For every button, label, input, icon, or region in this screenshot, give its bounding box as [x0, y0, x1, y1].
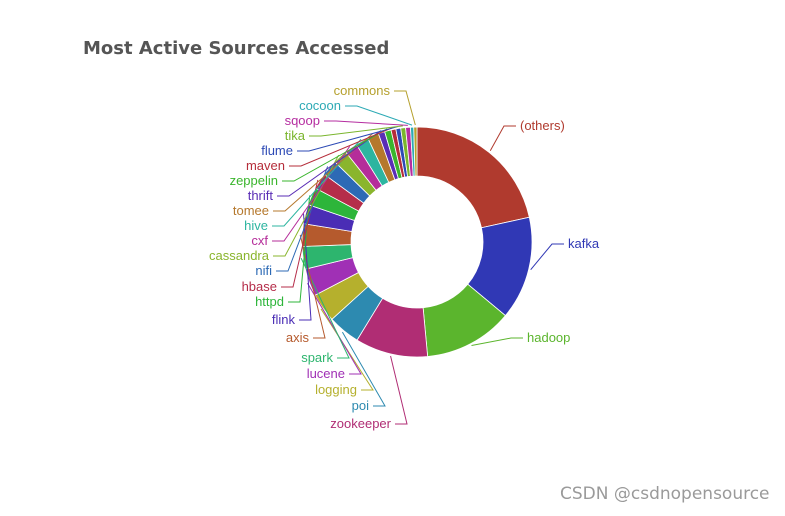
- slice-label-poi: poi: [352, 398, 369, 413]
- slice-label-cxf: cxf: [251, 233, 268, 248]
- slice-label-httpd: httpd: [255, 294, 284, 309]
- slice-label-maven: maven: [246, 158, 285, 173]
- leader-line-flume: [297, 126, 399, 152]
- leader-line-hadoop: [471, 337, 523, 347]
- slice-label-logging: logging: [315, 382, 357, 397]
- leader-line-kafka: [530, 243, 564, 270]
- leader-line-thrift: [277, 130, 382, 197]
- leader-line-others: [489, 125, 516, 152]
- slice-label-kafka: kafka: [568, 236, 600, 251]
- leader-line-zeppelin: [282, 128, 388, 182]
- slice-label-cassandra: cassandra: [209, 248, 270, 263]
- slice-commons[interactable]: [413, 126, 418, 177]
- chart-title: Most Active Sources Accessed: [83, 38, 390, 59]
- leader-line-poi: [342, 331, 386, 407]
- slice-label-nifi: nifi: [255, 263, 272, 278]
- slice-label-thrift: thrift: [248, 188, 274, 203]
- slice-label-commons: commons: [334, 83, 391, 98]
- slice-label-axis: axis: [286, 330, 310, 345]
- slice-label-flume: flume: [261, 143, 293, 158]
- watermark-text: CSDN @csdnopensource: [560, 484, 770, 504]
- slice-label-others: (others): [520, 118, 565, 133]
- leader-line-spark: [300, 257, 350, 359]
- slice-label-zeppelin: zeppelin: [230, 173, 278, 188]
- slice-label-hbase: hbase: [242, 279, 277, 294]
- slice-label-tomee: tomee: [233, 203, 269, 218]
- leader-line-tika: [309, 125, 403, 137]
- slice-label-flink: flink: [272, 312, 296, 327]
- leader-line-cxf: [272, 145, 351, 242]
- leader-line-tomee: [273, 133, 373, 212]
- leader-line-sqoop: [324, 120, 408, 126]
- slice-label-zookeeper: zookeeper: [330, 416, 391, 431]
- leader-line-flink: [299, 213, 312, 321]
- leader-line-maven: [289, 127, 394, 167]
- slice-label-lucene: lucene: [307, 366, 345, 381]
- slice-others[interactable]: [416, 126, 530, 229]
- slice-label-cocoon: cocoon: [299, 98, 341, 113]
- slice-label-tika: tika: [285, 128, 306, 143]
- leader-line-commons: [394, 90, 416, 126]
- leader-line-cocoon: [345, 105, 413, 126]
- slice-label-spark: spark: [301, 350, 333, 365]
- leader-line-lucene: [307, 282, 362, 375]
- leader-line-zookeeper: [390, 355, 408, 425]
- leader-line-hbase: [281, 179, 319, 288]
- slice-label-hadoop: hadoop: [527, 330, 570, 345]
- slice-label-hive: hive: [244, 218, 268, 233]
- leader-line-axis: [299, 234, 326, 339]
- leader-line-hive: [272, 138, 362, 227]
- slice-label-sqoop: sqoop: [285, 113, 320, 128]
